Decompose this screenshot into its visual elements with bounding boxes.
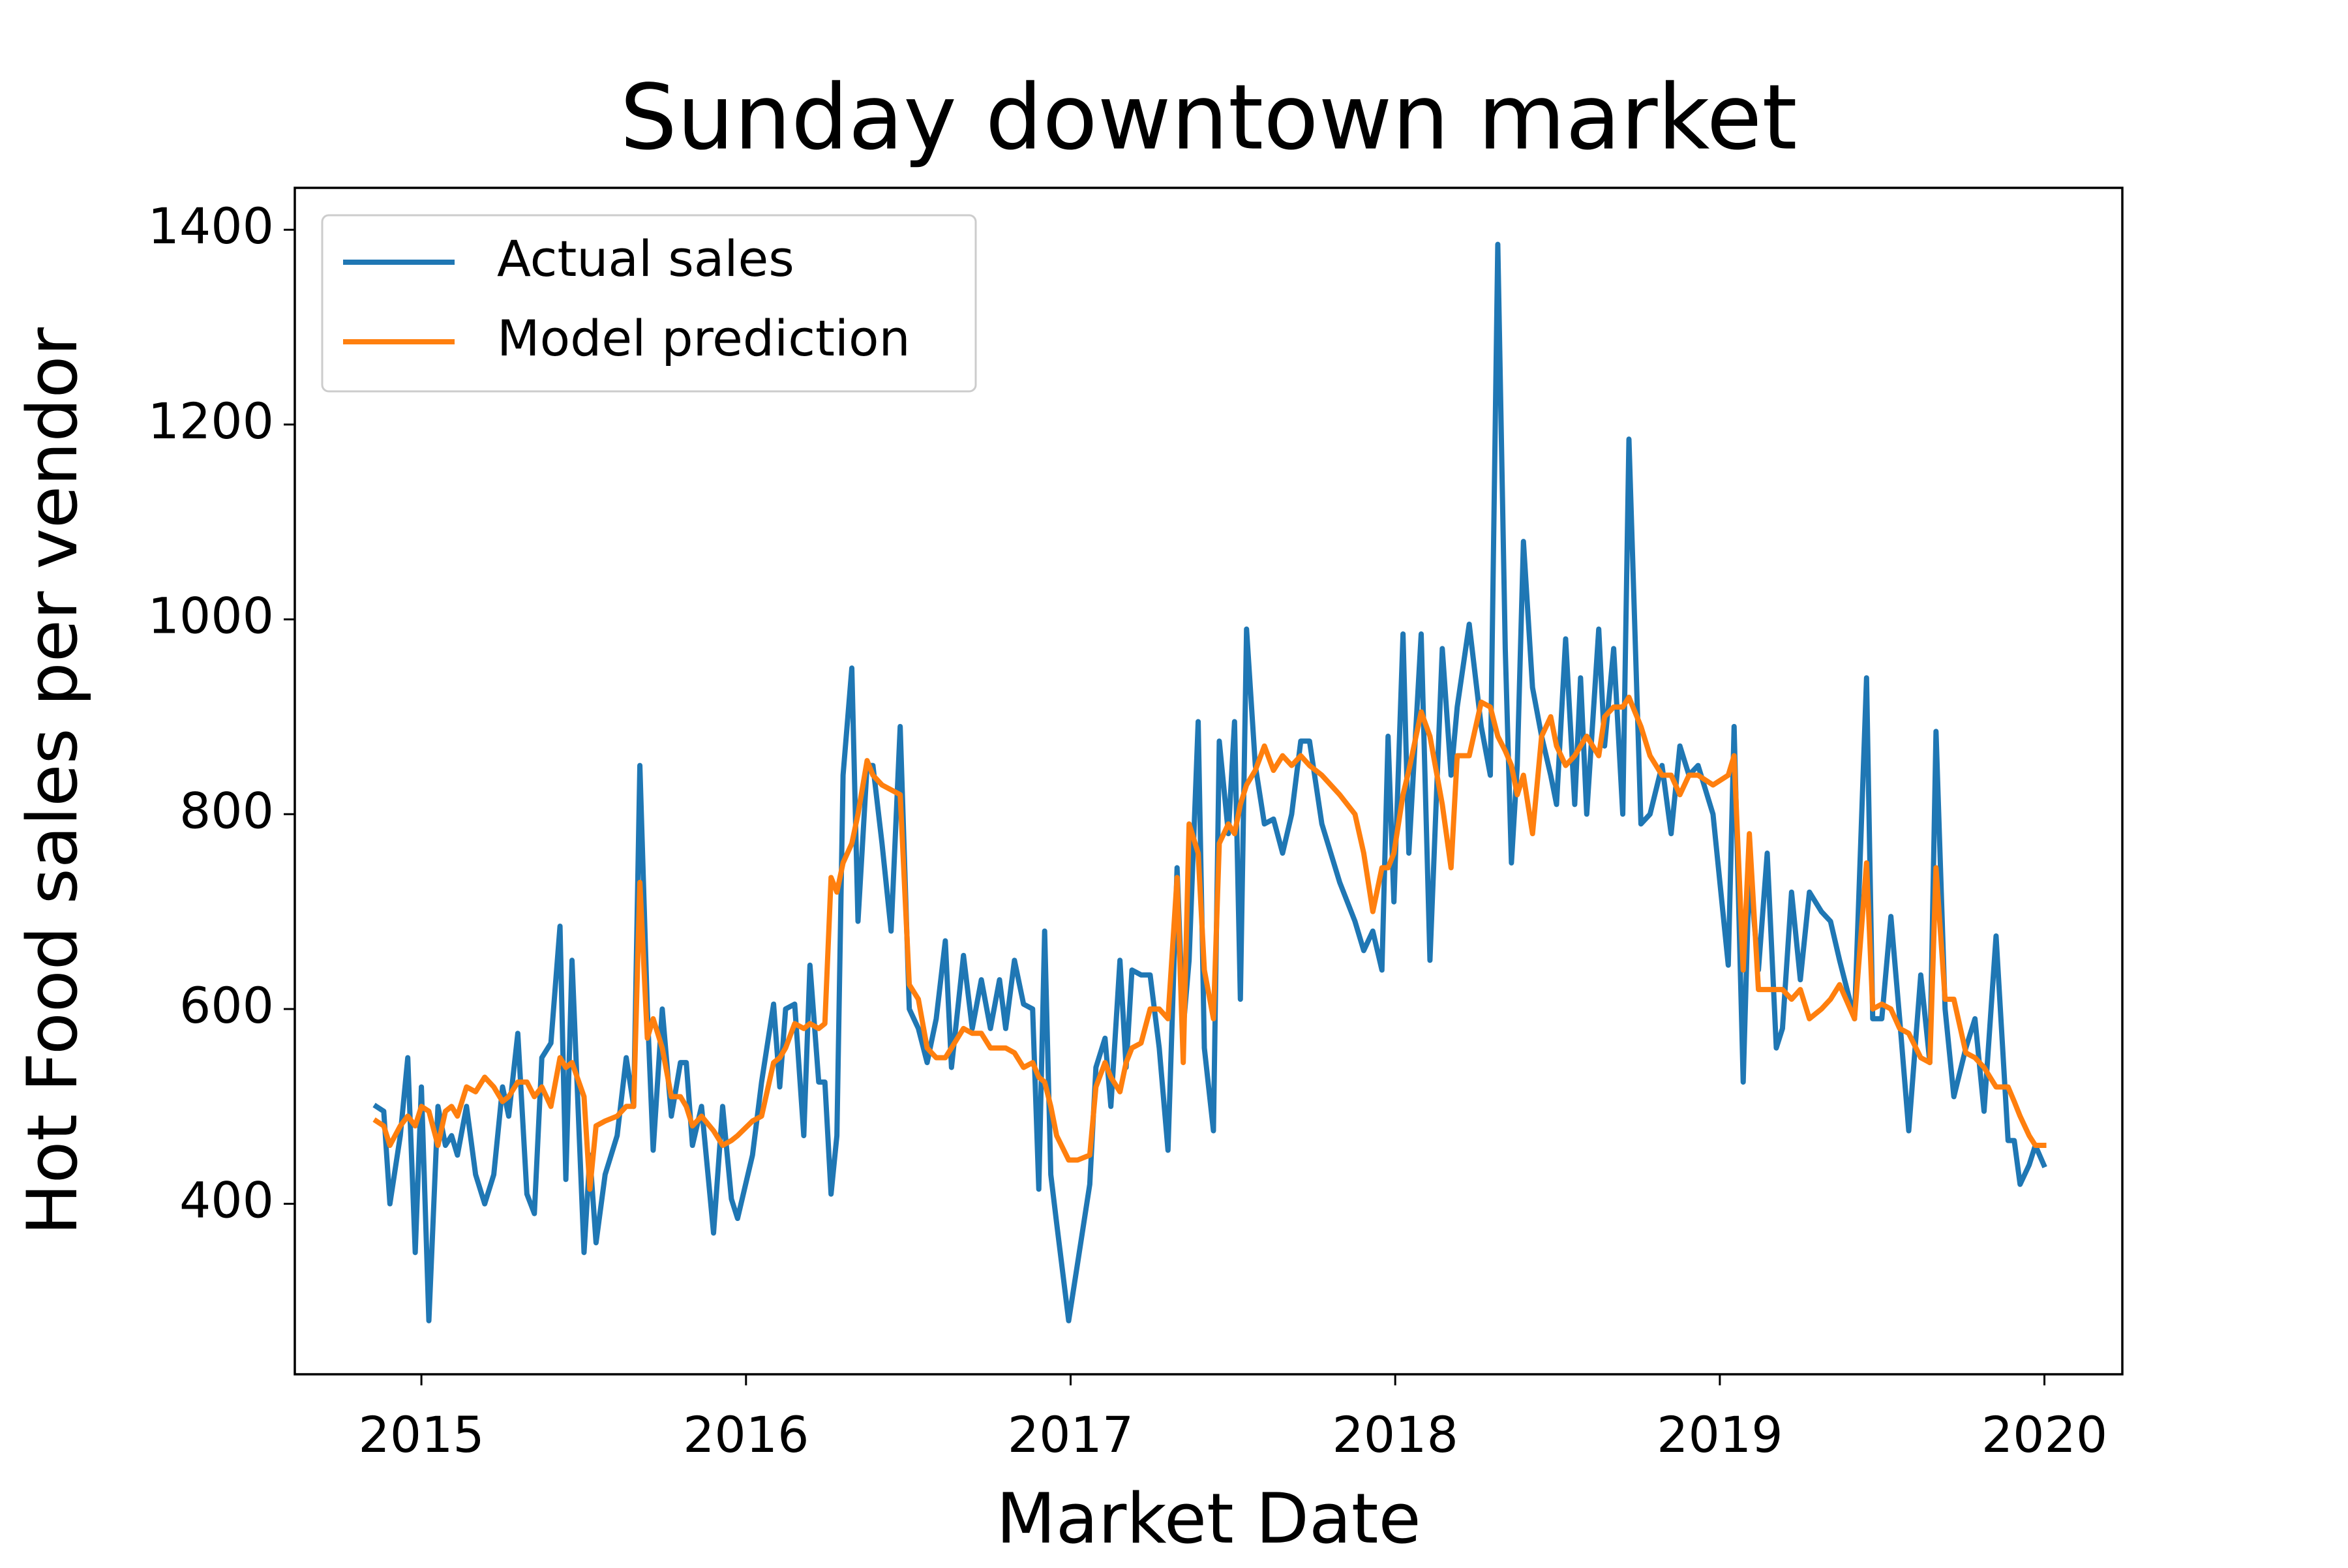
x-axis-label: Market Date	[996, 1479, 1421, 1559]
legend-label: Actual sales	[497, 230, 794, 288]
chart-title: Sunday downtown market	[620, 65, 1797, 170]
legend-box	[321, 214, 977, 393]
y-tick-label: 600	[179, 976, 274, 1034]
x-tick-label: 2020	[1981, 1406, 2107, 1464]
x-tick-label: 2015	[358, 1406, 484, 1464]
y-axis-label: Hot Food sales per vendor	[12, 327, 93, 1235]
x-tick-label: 2019	[1657, 1406, 1783, 1464]
series-line	[372, 695, 2047, 1192]
x-tick-label: 2017	[1008, 1406, 1134, 1464]
axes-frame	[294, 187, 2124, 1376]
legend: Actual sales Model prediction	[321, 214, 977, 393]
y-tick-label: 1000	[148, 587, 274, 645]
x-tick-label: 2016	[683, 1406, 809, 1464]
y-tick-label: 1400	[148, 197, 274, 255]
y-tick-label: 800	[179, 781, 274, 839]
y-tick-label: 1200	[148, 392, 274, 450]
y-tick-label: 400	[179, 1171, 274, 1229]
x-tick-label: 2018	[1332, 1406, 1458, 1464]
legend-label: Model prediction	[497, 309, 911, 367]
plot-area: 400 600 800 1000 1200 1400 2015 2016 2017 2018 201…	[148, 187, 2124, 1464]
